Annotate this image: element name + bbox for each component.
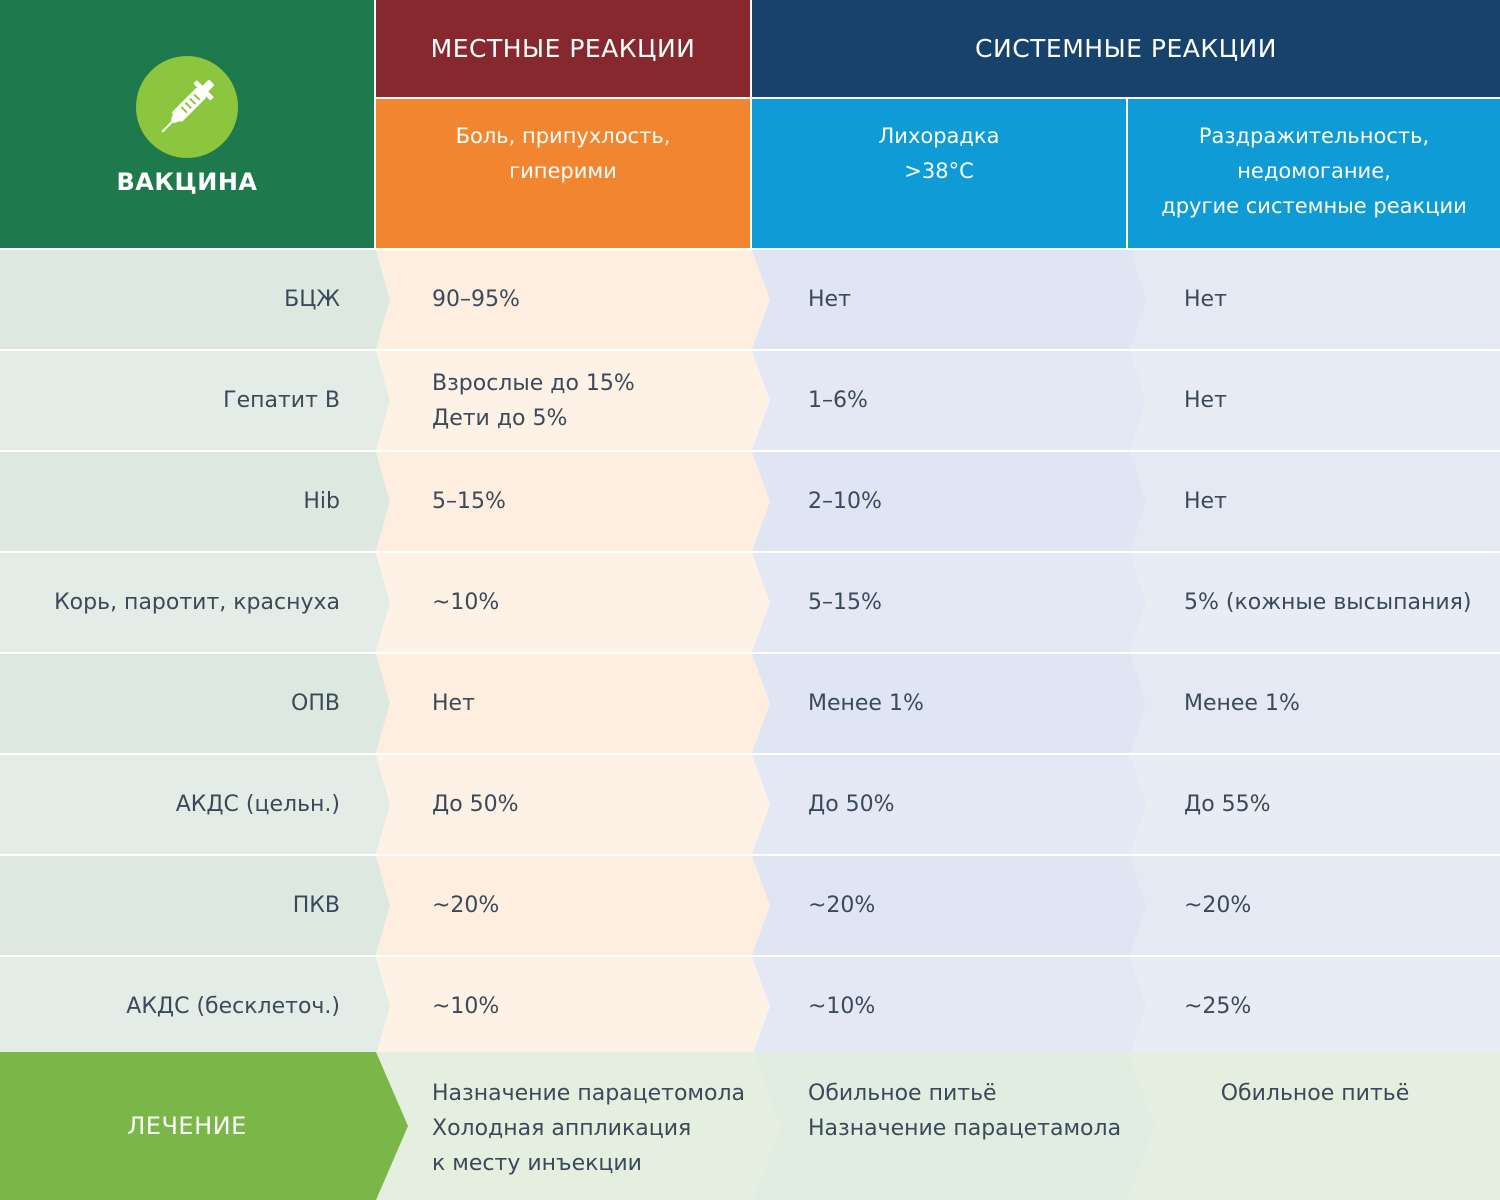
subheader-line: недомогание,	[1237, 159, 1391, 183]
subheader-line: гиперими	[509, 159, 617, 183]
syringe-icon	[161, 79, 215, 133]
fever-value: Нет	[808, 287, 851, 312]
treatment-label: ЛЕЧЕНИЕ	[127, 1112, 247, 1140]
fever-value: ~20%	[808, 893, 876, 918]
treatment-row: ЛЕЧЕНИЕ Назначение парацетомола Холодная…	[0, 1052, 1500, 1200]
irritability-value: Менее 1%	[1184, 691, 1300, 716]
vaccine-name: АКДС (цельн.)	[175, 792, 340, 817]
fever-value: 2–10%	[808, 489, 882, 514]
local-reaction-value: ~10%	[432, 994, 500, 1019]
syringe-icon-circle	[136, 56, 238, 158]
fever-value: 5–15%	[808, 590, 882, 615]
table-body: БЦЖ 90–95% Нет Нет Гепатит В Взрослые до…	[0, 248, 1500, 1056]
fever-value: Менее 1%	[808, 691, 924, 716]
local-reaction-value: Нет	[432, 691, 475, 716]
subheader-line: >38°C	[904, 159, 974, 183]
subheader-line: другие системные реакции	[1161, 194, 1467, 218]
subheader-line: Лихорадка	[878, 124, 1000, 148]
irritability-value: До 55%	[1184, 792, 1271, 817]
fever-value: До 50%	[808, 792, 895, 817]
irritability-value: Нет	[1184, 489, 1227, 514]
irritability-value: Нет	[1184, 287, 1227, 312]
table-row: ОПВ Нет Менее 1% Менее 1%	[0, 652, 1500, 753]
local-reaction-value: Взрослые до 15% Дети до 5%	[432, 370, 635, 431]
vaccine-name: ОПВ	[291, 691, 340, 716]
local-reaction-value: ~20%	[432, 893, 500, 918]
irritability-value: 5% (кожные высыпания)	[1184, 590, 1472, 615]
irritability-subheader: Раздражительность, недомогание, другие с…	[1128, 99, 1500, 248]
systemic-reactions-header: СИСТЕМНЫЕ РЕАКЦИИ	[752, 0, 1500, 97]
treatment-fever: Обильное питьё Назначение парацетамола	[808, 1081, 1122, 1141]
vaccine-name: БЦЖ	[284, 287, 340, 312]
subheader-line: Боль, припухлость,	[455, 124, 671, 148]
fever-subheader: Лихорадка >38°C	[752, 99, 1126, 248]
table-row: Корь, паротит, краснуха ~10% 5–15% 5% (к…	[0, 551, 1500, 652]
vaccine-header: ВАКЦИНА	[0, 0, 374, 248]
local-pain-subheader: Боль, припухлость, гиперими	[376, 99, 750, 248]
irritability-value: Нет	[1184, 388, 1227, 413]
local-reaction-value: До 50%	[432, 792, 519, 817]
table-row: ПКВ ~20% ~20% ~20%	[0, 854, 1500, 955]
vaccine-name: Корь, паротит, краснуха	[54, 590, 340, 615]
vaccine-name: АКДС (бесклеточ.)	[126, 994, 340, 1019]
vaccine-name: ПКВ	[292, 893, 340, 918]
treatment-local: Назначение парацетомола Холодная апплика…	[432, 1081, 746, 1176]
subheader-line: Раздражительность,	[1198, 124, 1430, 148]
table-row: Гепатит В Взрослые до 15% Дети до 5% 1–6%…	[0, 349, 1500, 450]
irritability-value: ~25%	[1184, 994, 1252, 1019]
fever-value: ~10%	[808, 994, 876, 1019]
vaccine-column-title: ВАКЦИНА	[116, 168, 258, 196]
table-row: БЦЖ 90–95% Нет Нет	[0, 248, 1500, 349]
local-reaction-value: 90–95%	[432, 287, 520, 312]
table-row: АКДС (бесклеточ.) ~10% ~10% ~25%	[0, 955, 1500, 1056]
local-reactions-header: МЕСТНЫЕ РЕАКЦИИ	[376, 0, 750, 97]
fever-value: 1–6%	[808, 388, 868, 413]
vaccine-name: Гепатит В	[223, 388, 340, 413]
local-reaction-value: ~10%	[432, 590, 500, 615]
irritability-value: ~20%	[1184, 893, 1252, 918]
table-row: АКДС (цельн.) До 50% До 50% До 55%	[0, 753, 1500, 854]
vaccine-name: Hib	[303, 489, 340, 514]
local-reaction-value: 5–15%	[432, 489, 506, 514]
table-row: Hib 5–15% 2–10% Нет	[0, 450, 1500, 551]
treatment-irritability: Обильное питьё	[1220, 1081, 1410, 1106]
